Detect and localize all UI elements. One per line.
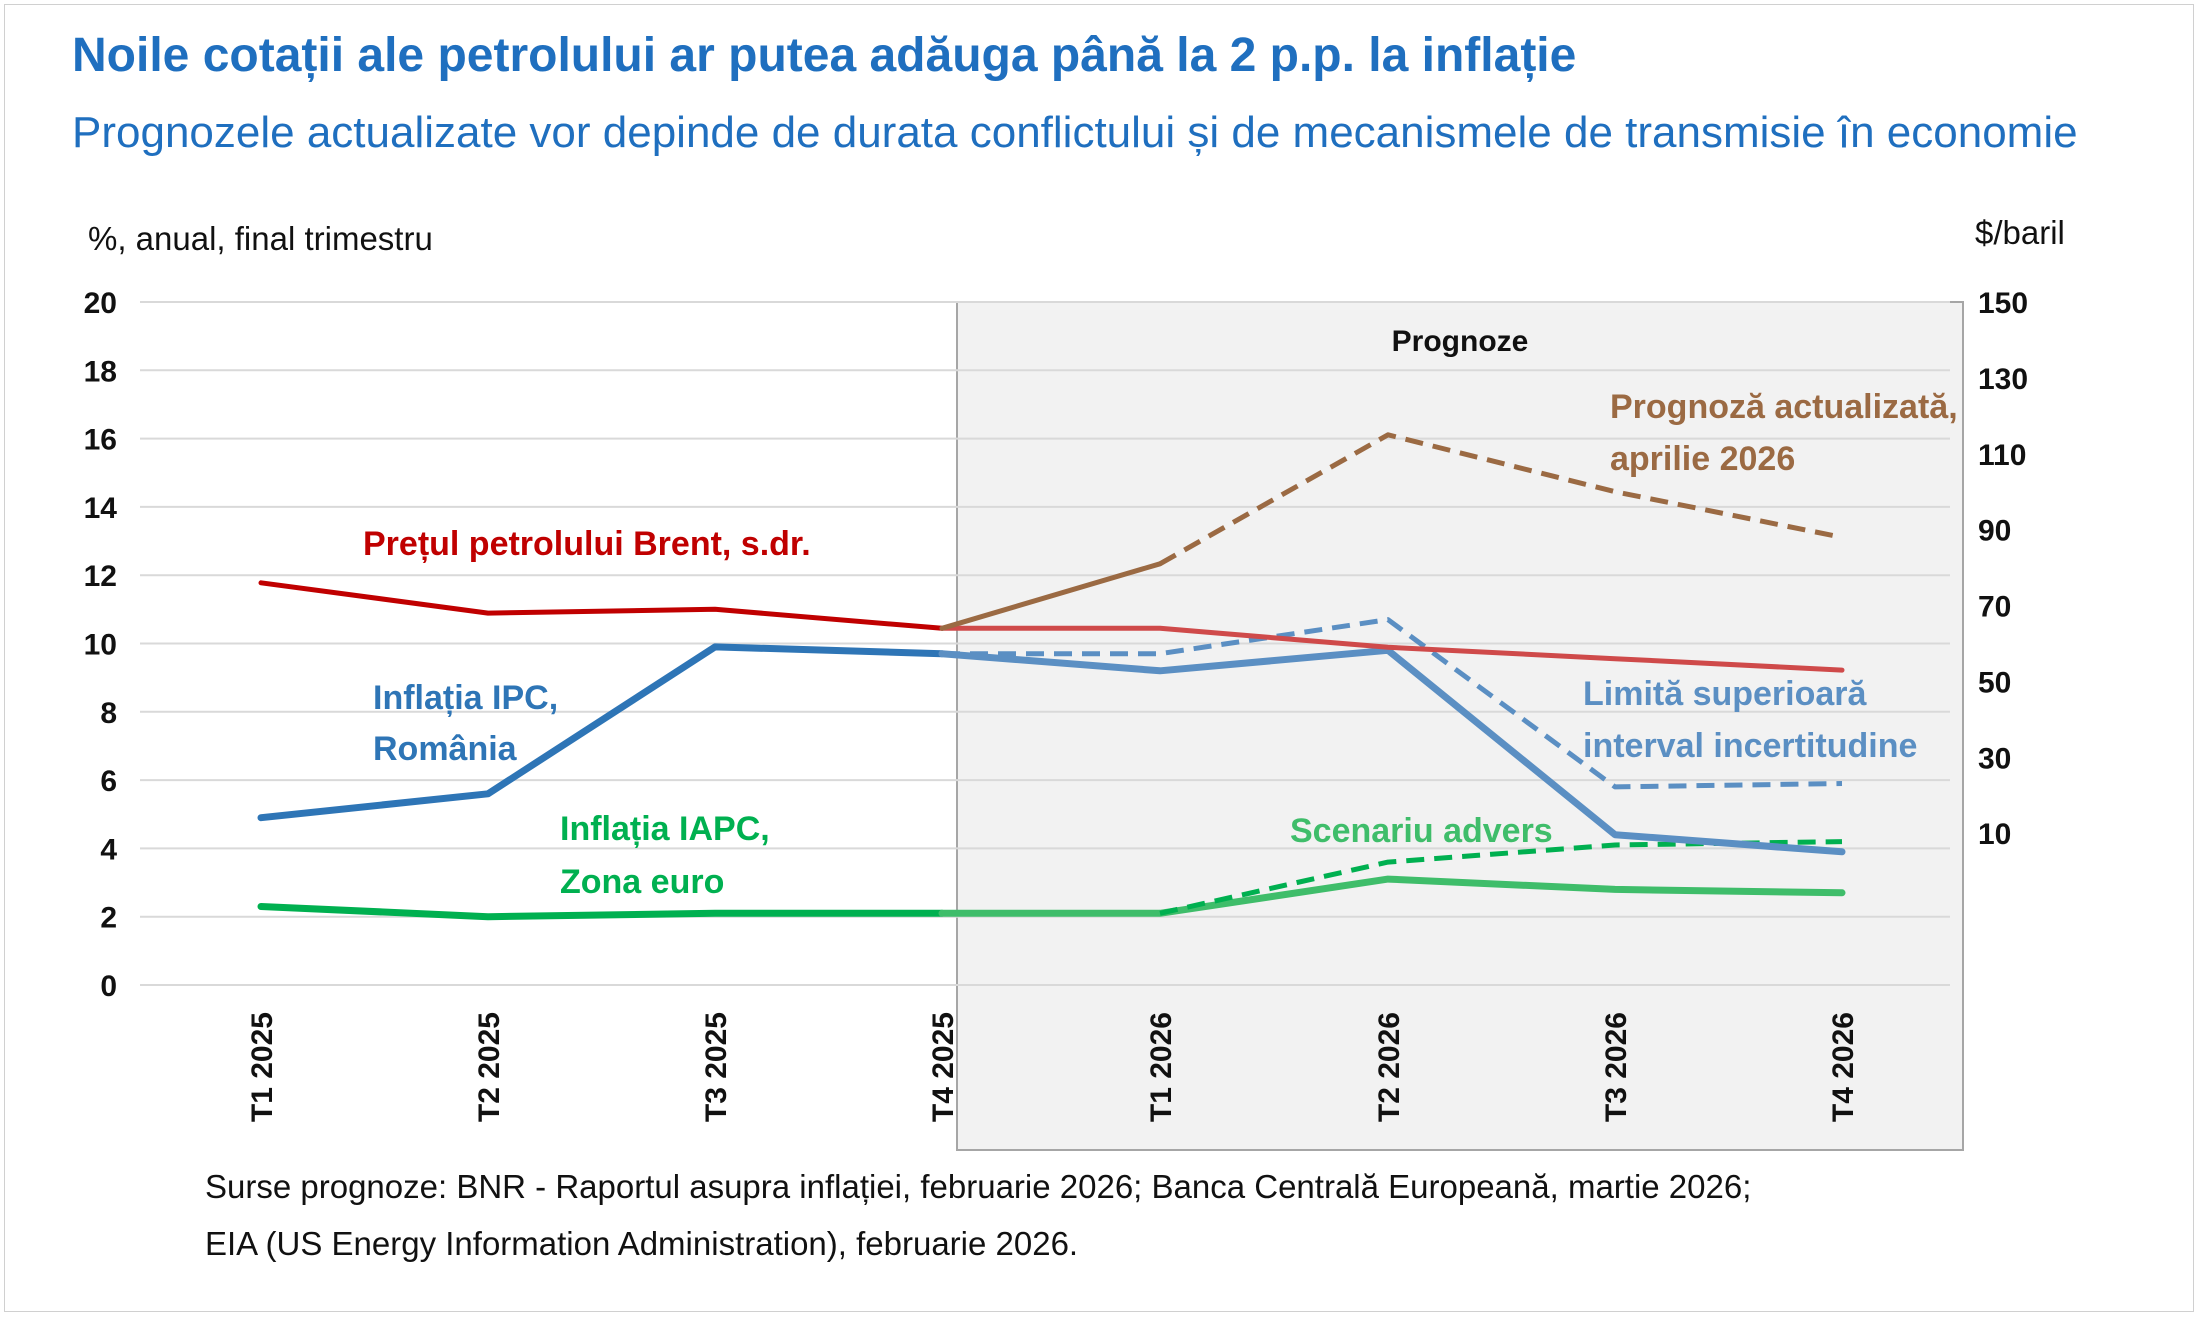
x-tick-label: T2 2025 [473,1012,506,1122]
left-tick-label: 0 [100,970,117,1003]
x-tick-label: T1 2025 [246,1012,279,1122]
right-tick-label: 130 [1978,363,2028,396]
right-tick-label: 110 [1978,439,2026,472]
left-tick-label: 10 [84,629,117,662]
adverse-scenario-label: Scenariu advers [1290,812,1553,850]
right-axis-ticks: 10 30 50 70 90 110 130 150 [1978,287,2028,851]
x-tick-label: T3 2025 [700,1012,733,1122]
line-chart: Prognoze 0 2 4 6 8 10 12 14 16 18 20 10 30 50 70 90 110… [84,214,2065,1151]
brent-line-actual [258,580,945,631]
iapc-series-label-line1: Inflația IAPC, [560,810,770,848]
updated-forecast-label-line1: Prognoză actualizată, [1610,388,1958,426]
right-tick-label: 50 [1978,666,2011,699]
upper-bound-line [942,617,1843,790]
forecast-region [956,301,1964,1151]
left-axis-label: %, anual, final trimestru [88,220,433,257]
forecast-region-label: Prognoze [1392,325,1529,358]
left-tick-label: 18 [84,355,117,388]
x-axis-ticks: T1 2025 T2 2025 T3 2025 T4 2025 T1 2026 T2 20… [246,1012,1860,1122]
right-tick-label: 90 [1978,515,2011,548]
x-tick-label: T2 2026 [1373,1012,1406,1122]
left-tick-label: 6 [100,765,117,798]
x-tick-label: T4 2025 [927,1012,960,1122]
series-lines [257,432,1846,921]
iapc-line-actual [257,903,946,921]
left-tick-label: 14 [84,492,118,525]
x-tick-label: T3 2026 [1600,1012,1633,1122]
left-tick-label: 2 [100,902,117,935]
left-tick-label: 4 [100,833,117,866]
brent-line-forecast [939,625,1845,673]
left-tick-label: 20 [84,287,117,320]
gridlines [140,301,1950,986]
right-tick-label: 10 [1978,818,2011,851]
right-tick-label: 30 [1978,742,2011,775]
right-tick-label: 70 [1978,591,2011,624]
x-tick-label: T1 2026 [1145,1012,1178,1122]
left-tick-label: 8 [100,697,117,730]
updated-forecast-label-line2: aprilie 2026 [1610,440,1795,478]
iapc-line-forecast [938,875,1846,917]
left-axis-ticks: 0 2 4 6 8 10 12 14 16 18 20 [84,287,118,1003]
updated-forecast-line-dashed [1158,432,1843,566]
x-tick-label: T4 2026 [1827,1012,1860,1122]
ipc-series-label-line2: România [373,730,518,768]
ipc-series-label-line1: Inflația IPC, [373,679,558,717]
upper-bound-label-line1: Limită superioară [1583,675,1868,713]
chart-title: Noile cotații ale petrolului ar putea ad… [72,29,1577,82]
sources-line-2: EIA (US Energy Information Administratio… [205,1225,1079,1262]
ipc-line-forecast [938,646,1846,856]
left-tick-label: 12 [84,560,117,593]
right-axis-label: $/baril [1975,214,2065,251]
chart-subtitle: Prognozele actualizate vor depinde de du… [72,108,2078,157]
right-tick-label: 150 [1978,287,2028,320]
upper-bound-label-line2: interval incertitudine [1583,727,1917,765]
left-tick-label: 16 [84,424,117,457]
updated-forecast-line-solid [939,561,1163,631]
ipc-line-actual [257,643,946,822]
iapc-series-label-line2: Zona euro [560,863,724,901]
sources-line-1: Surse prognoze: BNR - Raportul asupra in… [205,1168,1752,1205]
chart-frame [4,4,2194,1312]
brent-series-label: Prețul petrolului Brent, s.dr. [363,525,811,563]
